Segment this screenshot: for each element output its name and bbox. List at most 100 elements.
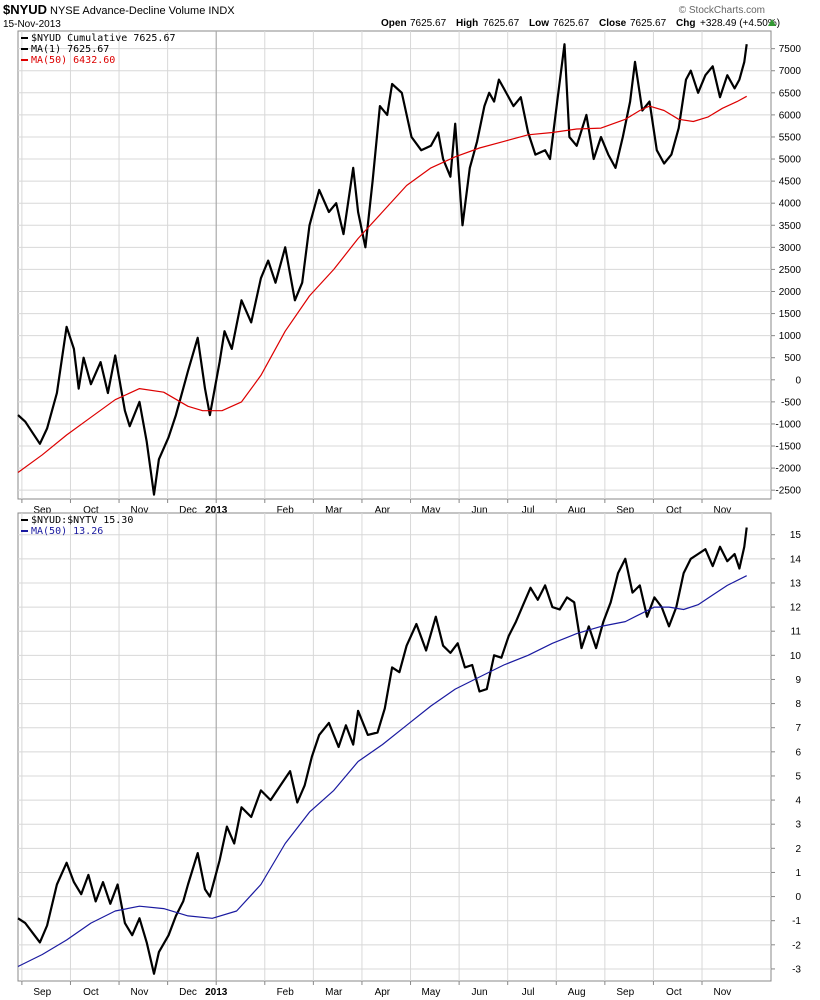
x-tick-label: 2013 (205, 505, 228, 516)
legend-entry: MA(1) 7625.67 (31, 44, 109, 55)
x-tick-label: Mar (325, 505, 343, 516)
top-panel: 7500700065006000550050004500400035003000… (17, 30, 801, 516)
x-tick-label: Sep (33, 987, 51, 998)
y-tick-label: 5000 (779, 155, 802, 166)
y-tick-label: 10 (790, 651, 802, 662)
y-tick-label: 5 (795, 771, 801, 782)
x-tick-label: Sep (33, 505, 51, 516)
x-tick-label: Sep (616, 987, 634, 998)
y-tick-label: 6500 (779, 88, 802, 99)
x-tick-label: Feb (277, 987, 295, 998)
y-tick-label: 2 (795, 844, 801, 855)
y-tick-label: 3 (795, 820, 801, 831)
y-tick-label: -1500 (775, 442, 801, 453)
y-tick-label: 9 (795, 675, 801, 686)
y-tick-label: 2000 (779, 287, 802, 298)
y-tick-label: 3000 (779, 243, 802, 254)
y-tick-label: 7 (795, 723, 801, 734)
y-tick-label: 2500 (779, 265, 802, 276)
y-tick-label: 4 (795, 796, 801, 807)
ohlc-readout: Open 7625.67 High 7625.67 Low 7625.67 Cl… (381, 18, 780, 29)
x-tick-label: Oct (83, 505, 99, 516)
y-tick-label: 4500 (779, 177, 802, 188)
top-x-axis: Sep Oct Nov Dec 2013 Feb Mar Apr May Jun Jul Aug Sep… (21, 499, 732, 516)
y-tick-label: -2500 (775, 486, 801, 497)
high-value: 7625.67 (483, 18, 520, 29)
x-tick-label: Aug (568, 987, 586, 998)
x-tick-label: May (421, 987, 440, 998)
ma50-line (17, 575, 747, 968)
chg-label: Chg (676, 18, 695, 29)
chart-date: 15-Nov-2013 (3, 19, 61, 30)
x-tick-label: Mar (325, 987, 343, 998)
y-tick-label: -1 (792, 916, 801, 927)
x-tick-label: Sep (616, 505, 634, 516)
y-tick-label: 500 (784, 353, 801, 364)
x-tick-label: May (421, 505, 440, 516)
top-series (17, 43, 748, 496)
x-tick-label: Nov (714, 987, 732, 998)
top-y-axis: 7500700065006000550050004500400035003000… (771, 44, 801, 497)
y-tick-label: 13 (790, 578, 802, 589)
y-tick-label: 12 (790, 603, 802, 614)
y-tick-label: 4000 (779, 199, 802, 210)
y-tick-label: -2000 (775, 464, 801, 475)
x-tick-label: Jul (522, 987, 535, 998)
y-tick-label: 8 (795, 699, 801, 710)
y-tick-label: 3500 (779, 221, 802, 232)
x-tick-label: Apr (375, 987, 391, 998)
x-tick-label: Oct (83, 987, 99, 998)
legend-entry: MA(50) 13.26 (31, 526, 103, 537)
ratio-line (17, 527, 748, 975)
y-tick-label: -1000 (775, 419, 801, 430)
y-tick-label: 6 (795, 747, 801, 758)
legend-entry: $NYUD:$NYTV 15.30 (31, 515, 133, 526)
x-tick-label: Aug (568, 505, 586, 516)
x-tick-label: Nov (131, 505, 149, 516)
x-tick-label: Dec (179, 505, 197, 516)
y-tick-label: -500 (781, 397, 801, 408)
legend-entry: $NYUD Cumulative 7625.67 (31, 33, 176, 44)
low-value: 7625.67 (553, 18, 590, 29)
y-tick-label: 1 (795, 868, 801, 879)
close-value: 7625.67 (630, 18, 667, 29)
ma50-line (17, 95, 747, 473)
y-tick-label: 5500 (779, 132, 802, 143)
y-tick-label: -3 (792, 964, 801, 975)
up-triangle-icon (768, 19, 776, 26)
x-tick-label: Jun (471, 987, 487, 998)
x-tick-label: Jun (471, 505, 487, 516)
bottom-x-axis: Sep Oct Nov Dec 2013 Feb Mar Apr May Jun Jul Aug Sep… (21, 981, 732, 998)
chg-value: +328.49 (+4.50%) (700, 18, 780, 29)
price-line (17, 43, 748, 496)
y-tick-label: 7500 (779, 44, 802, 55)
x-tick-label: Dec (179, 987, 197, 998)
y-tick-label: 6000 (779, 110, 802, 121)
top-grid (18, 31, 771, 499)
x-tick-label: Nov (131, 987, 149, 998)
open-value: 7625.67 (410, 18, 447, 29)
bottom-grid (18, 513, 771, 981)
high-label: High (456, 18, 478, 29)
y-tick-label: 15 (790, 530, 802, 541)
top-panel-frame (17, 30, 772, 500)
y-tick-label: -2 (792, 940, 801, 951)
x-tick-label: 2013 (205, 987, 228, 998)
x-tick-label: Oct (666, 987, 682, 998)
x-tick-label: Apr (375, 505, 391, 516)
y-tick-label: 0 (795, 375, 801, 386)
y-tick-label: 7000 (779, 66, 802, 77)
legend-entry: MA(50) 6432.60 (31, 55, 115, 66)
x-tick-label: Jul (522, 505, 535, 516)
open-label: Open (381, 18, 407, 29)
y-tick-label: 1000 (779, 331, 802, 342)
x-tick-label: Oct (666, 505, 682, 516)
x-tick-label: Nov (714, 505, 732, 516)
y-tick-label: 0 (795, 892, 801, 903)
watermark: © StockCharts.com (679, 5, 765, 16)
y-tick-label: 11 (791, 627, 802, 638)
